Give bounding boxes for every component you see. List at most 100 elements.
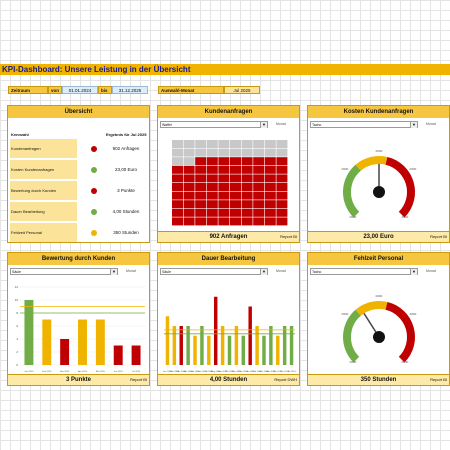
footer-value: 350 Stunden bbox=[360, 377, 397, 383]
waffle-cell bbox=[172, 165, 183, 174]
bar bbox=[269, 326, 273, 365]
waffle-cell bbox=[206, 200, 218, 209]
status-dot-icon bbox=[91, 209, 97, 215]
von-date-input[interactable]: 01.01.2024 bbox=[62, 86, 98, 94]
bar bbox=[193, 335, 197, 365]
chart-type-select[interactable]: Säule ▼ bbox=[160, 268, 268, 275]
chart-type-select[interactable]: Waffel ▼ bbox=[160, 121, 268, 128]
waffle-cell bbox=[183, 217, 195, 226]
select-value: Säule bbox=[12, 270, 21, 274]
waffle-cell bbox=[195, 183, 207, 191]
x-tick-label: Okt 2024 bbox=[225, 370, 235, 373]
y-tick-label: 12 bbox=[15, 285, 19, 289]
footer-value: 4,00 Stunden bbox=[209, 377, 248, 383]
waffle-chart bbox=[172, 140, 288, 226]
chevron-down-icon[interactable]: ▼ bbox=[410, 122, 417, 128]
gauge-tick-label: 0000 bbox=[410, 167, 417, 171]
bar bbox=[186, 326, 190, 365]
waffle-cell bbox=[218, 183, 230, 191]
overview-row: Fehlzeit Personal 350 Stunden bbox=[10, 223, 147, 242]
waffle-cell bbox=[172, 208, 183, 217]
overview-row: Dauer Bearbeitung 4,00 Stunden bbox=[10, 202, 147, 221]
x-tick-label: Mrz 2025 bbox=[60, 370, 70, 373]
waffle-cell bbox=[218, 140, 230, 148]
gauge-hub bbox=[373, 331, 385, 343]
y-tick-label: 2 bbox=[16, 350, 18, 354]
kpi-label: Bewertung durch Kunden bbox=[10, 181, 77, 200]
bar bbox=[227, 335, 232, 365]
waffle-cell bbox=[172, 174, 183, 183]
x-tick-label: Mai 2024 bbox=[191, 371, 201, 373]
chevron-down-icon[interactable]: ▼ bbox=[260, 269, 267, 275]
waffle-cell bbox=[183, 183, 195, 191]
report-link[interactable]: Report BI bbox=[430, 377, 447, 382]
bis-label: bis bbox=[98, 86, 112, 94]
waffle-cell bbox=[195, 148, 207, 157]
chevron-down-icon[interactable]: ▼ bbox=[260, 122, 267, 128]
footer-value: 23,00 Euro bbox=[363, 234, 394, 240]
x-tick-label: Sep 2024 bbox=[218, 371, 228, 373]
bewertung-title: Bewertung durch Kunden bbox=[8, 253, 149, 265]
waffle-cell bbox=[206, 217, 218, 226]
waffle-cell bbox=[218, 174, 230, 183]
x-tick-label: Jul 2025 bbox=[132, 371, 141, 373]
zeitraum-label: Zeitraum bbox=[8, 86, 48, 94]
chevron-down-icon[interactable]: ▼ bbox=[410, 269, 417, 275]
waffle-cell bbox=[183, 165, 195, 174]
status-dot-icon bbox=[91, 167, 97, 173]
waffle-cell bbox=[241, 148, 253, 157]
chevron-down-icon[interactable]: ▼ bbox=[110, 269, 117, 275]
waffle-cell bbox=[206, 174, 218, 183]
gauge-tick-label: 0000 bbox=[402, 360, 409, 364]
waffle-cell bbox=[206, 183, 218, 191]
waffle-cell bbox=[241, 174, 253, 183]
report-link[interactable]: Report BI bbox=[130, 377, 147, 382]
x-tick-label: Apr 2024 bbox=[184, 370, 194, 373]
waffle-cell bbox=[172, 140, 183, 148]
x-tick-label: Dez 2024 bbox=[239, 371, 249, 373]
x-tick-label: Mai 2025 bbox=[273, 371, 283, 373]
waffle-cell bbox=[253, 140, 265, 148]
chart-type-select[interactable]: Tacho ▼ bbox=[310, 121, 418, 128]
waffle-cell bbox=[195, 208, 207, 217]
y-tick-label: 4 bbox=[16, 337, 18, 341]
monat-select[interactable]: Jul 2025 bbox=[224, 86, 260, 94]
waffle-cell bbox=[206, 157, 218, 166]
bar bbox=[24, 300, 34, 365]
gauge-segment bbox=[385, 156, 415, 218]
col-kennzahl: Kennzahl bbox=[11, 132, 29, 137]
bar bbox=[276, 335, 280, 365]
waffle-cell bbox=[241, 183, 253, 191]
waffle-cell bbox=[276, 174, 288, 183]
waffle-cell bbox=[276, 208, 288, 217]
waffle-cell bbox=[206, 191, 218, 200]
bar bbox=[262, 335, 266, 365]
x-tick-label: Jan 2025 bbox=[246, 371, 256, 373]
report-link[interactable]: Report BI bbox=[280, 234, 297, 239]
waffle-cell bbox=[264, 174, 276, 183]
waffle-cell bbox=[195, 174, 207, 183]
waffle-cell bbox=[276, 165, 288, 174]
status-dot-icon bbox=[91, 230, 97, 236]
waffle-cell bbox=[230, 157, 241, 166]
report-link[interactable]: Report DWH bbox=[274, 377, 297, 382]
waffle-cell bbox=[264, 200, 276, 209]
gauge-tick-label: 0000 bbox=[350, 215, 357, 219]
gauge-segment bbox=[343, 309, 361, 363]
waffle-cell bbox=[206, 208, 218, 217]
report-link[interactable]: Report BI bbox=[430, 234, 447, 239]
chart-type-select[interactable]: Tacho ▼ bbox=[310, 268, 418, 275]
waffle-cell bbox=[218, 157, 230, 166]
bis-date-input[interactable]: 31.12.2025 bbox=[112, 86, 148, 94]
waffle-cell bbox=[241, 208, 253, 217]
bar bbox=[113, 345, 123, 365]
chart-type-select[interactable]: Säule ▼ bbox=[10, 268, 118, 275]
gauge-tick-label: 0000 bbox=[410, 312, 417, 316]
waffle-cell bbox=[172, 200, 183, 209]
waffle-cell bbox=[218, 208, 230, 217]
period-label: Monat bbox=[426, 269, 436, 273]
bar bbox=[200, 326, 204, 365]
x-tick-label: Jan 2025 bbox=[24, 371, 34, 373]
waffle-cell bbox=[172, 217, 183, 226]
waffle-cell bbox=[230, 200, 241, 209]
